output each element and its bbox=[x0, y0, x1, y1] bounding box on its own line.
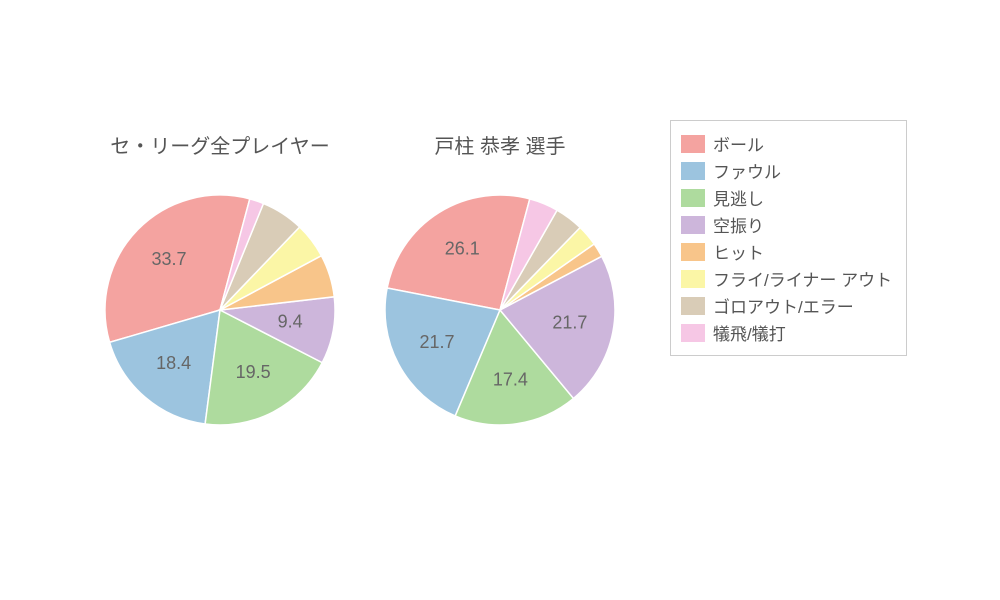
pie-label-league-foul: 18.4 bbox=[156, 353, 191, 373]
legend-item-fly: フライ/ライナー アウト bbox=[681, 266, 892, 291]
legend-swatch-fly bbox=[681, 270, 705, 288]
legend-item-ground: ゴロアウト/エラー bbox=[681, 293, 892, 318]
pie-label-player-foul: 21.7 bbox=[420, 332, 455, 352]
chart-stage: セ・リーグ全プレイヤー 33.7 18.4 19.5 9.4 戸柱 恭孝 選手 26.1 21… bbox=[0, 0, 1000, 600]
legend-item-looking: 見逃し bbox=[681, 185, 892, 210]
legend-label-sac: 犠飛/犠打 bbox=[713, 320, 786, 345]
pie-label-player-ball: 26.1 bbox=[445, 238, 480, 258]
legend-item-ball: ボール bbox=[681, 131, 892, 156]
legend-swatch-looking bbox=[681, 189, 705, 207]
pie-label-league-swing: 9.4 bbox=[278, 312, 303, 332]
legend-swatch-swing bbox=[681, 216, 705, 234]
legend-label-fly: フライ/ライナー アウト bbox=[713, 266, 892, 291]
pie-player: 26.1 21.7 17.4 21.7 bbox=[381, 191, 619, 429]
legend: ボールファウル見逃し空振りヒットフライ/ライナー アウトゴロアウト/エラー犠飛/… bbox=[670, 120, 907, 356]
legend-label-looking: 見逃し bbox=[713, 185, 764, 210]
legend-item-sac: 犠飛/犠打 bbox=[681, 320, 892, 345]
pie-label-player-swing: 21.7 bbox=[552, 313, 587, 333]
pie-label-league-ball: 33.7 bbox=[151, 249, 186, 269]
legend-item-swing: 空振り bbox=[681, 212, 892, 237]
legend-swatch-ground bbox=[681, 297, 705, 315]
pie-title-league: セ・リーグ全プレイヤー bbox=[60, 130, 380, 159]
pie-label-player-looking: 17.4 bbox=[493, 369, 528, 389]
pie-league: 33.7 18.4 19.5 9.4 bbox=[101, 191, 339, 429]
legend-swatch-ball bbox=[681, 135, 705, 153]
pie-title-player: 戸柱 恭孝 選手 bbox=[340, 130, 660, 159]
legend-label-ball: ボール bbox=[713, 131, 764, 156]
legend-label-foul: ファウル bbox=[713, 158, 781, 183]
legend-label-swing: 空振り bbox=[713, 212, 764, 237]
pie-label-league-looking: 19.5 bbox=[236, 362, 271, 382]
legend-swatch-foul bbox=[681, 162, 705, 180]
legend-item-foul: ファウル bbox=[681, 158, 892, 183]
legend-label-ground: ゴロアウト/エラー bbox=[713, 293, 854, 318]
legend-label-hit: ヒット bbox=[713, 239, 764, 264]
legend-item-hit: ヒット bbox=[681, 239, 892, 264]
legend-swatch-sac bbox=[681, 324, 705, 342]
legend-swatch-hit bbox=[681, 243, 705, 261]
